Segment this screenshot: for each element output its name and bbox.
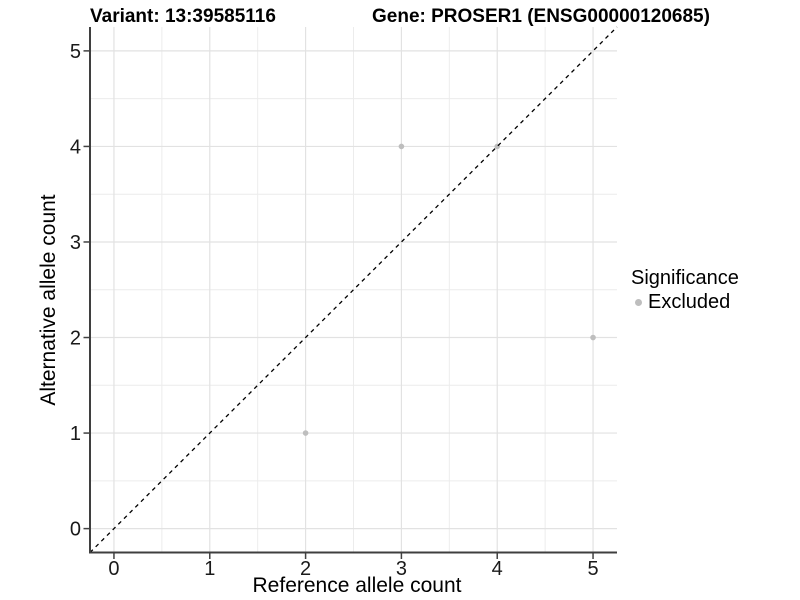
data-point [590, 334, 596, 341]
x-tick-label: 2 [300, 558, 311, 580]
y-axis-title: Alternative allele count [37, 194, 60, 406]
variant-title: Variant: 13:39585116 [90, 6, 276, 27]
x-tick-label: 0 [108, 558, 119, 580]
gene-title: Gene: PROSER1 (ENSG00000120685) [372, 6, 710, 27]
y-tick-label: 3 [70, 232, 81, 254]
y-tick-label: 2 [70, 328, 81, 350]
legend-title: Significance [631, 267, 739, 289]
x-tick-label: 4 [492, 558, 503, 580]
y-tick-label: 1 [70, 423, 81, 445]
data-point [302, 430, 309, 436]
excluded-point-swatch [635, 298, 642, 306]
legend: Significance Excluded [631, 266, 739, 313]
legend-item-excluded: Excluded [631, 291, 739, 313]
y-tick-label: 0 [70, 519, 81, 541]
legend-item-label: Excluded [648, 291, 731, 313]
x-axis-title: Reference allele count [252, 574, 462, 597]
x-tick-label: 5 [587, 558, 598, 580]
y-tick-label: 4 [70, 136, 81, 158]
x-tick-label: 3 [396, 558, 407, 580]
data-point [398, 143, 405, 150]
x-tick-label: 1 [204, 558, 215, 580]
y-tick-label: 5 [70, 41, 81, 63]
